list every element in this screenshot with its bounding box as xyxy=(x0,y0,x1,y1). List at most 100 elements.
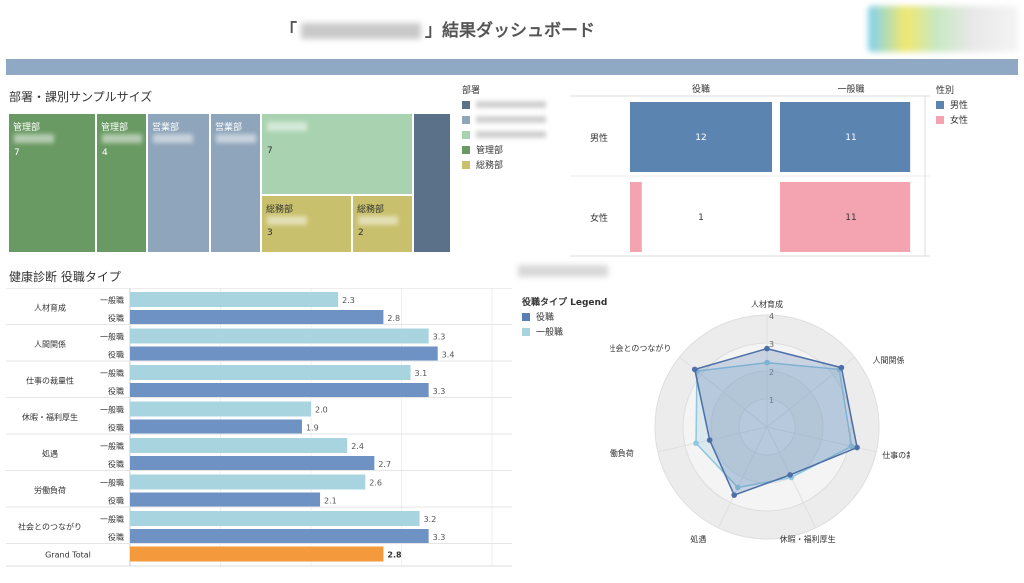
bar[interactable] xyxy=(130,292,339,307)
dept-legend-item[interactable] xyxy=(462,97,546,112)
bar-series-label: 役職 xyxy=(108,459,124,469)
dept-legend-item[interactable]: 管理部 xyxy=(462,142,546,157)
bar[interactable] xyxy=(130,474,366,490)
bar[interactable] xyxy=(130,346,438,362)
radar-point[interactable] xyxy=(731,492,737,498)
redacted-section-name xyxy=(216,134,256,143)
radar-point[interactable] xyxy=(693,440,699,446)
radar-point[interactable] xyxy=(848,443,855,450)
bar-series-label: 一般職 xyxy=(100,405,124,415)
radar-point[interactable] xyxy=(787,472,793,478)
dept-legend-item[interactable] xyxy=(462,112,546,127)
legend-label: 女性 xyxy=(950,116,969,126)
radar-point[interactable] xyxy=(764,345,770,352)
bar-value-label: 1.9 xyxy=(306,424,319,433)
bar-series-label: 一般職 xyxy=(100,332,124,342)
treemap-cell[interactable]: 管理部 4 xyxy=(97,114,148,254)
radar-axis-label: 社会とのつながり xyxy=(610,343,671,353)
matrix-cell[interactable] xyxy=(630,102,772,172)
treemap-cell[interactable]: 総務部 3 xyxy=(262,196,353,254)
bar-series-label: 役職 xyxy=(108,532,124,542)
matrix-cell[interactable] xyxy=(780,182,911,252)
treemap-cell[interactable]: 営業部 xyxy=(211,114,262,254)
treemap-cell[interactable]: 7 xyxy=(262,114,414,196)
redacted-company-name xyxy=(301,23,421,39)
bar[interactable] xyxy=(130,383,429,398)
role-legend[interactable]: 役職タイプ Legend 役職一般職 xyxy=(522,294,607,339)
role-legend-title: 役職タイプ Legend xyxy=(522,298,608,308)
treemap-cell[interactable]: 管理部 7 xyxy=(9,114,97,254)
radar-point[interactable] xyxy=(691,366,698,373)
bar-series-label: 一般職 xyxy=(100,514,124,524)
redacted-section-name xyxy=(358,216,398,225)
matrix-cell-value: 11 xyxy=(845,133,856,143)
grand-total-bar[interactable] xyxy=(130,546,384,562)
role-legend-item[interactable]: 役職 xyxy=(522,309,607,324)
bar[interactable] xyxy=(130,310,384,325)
radar-axis-label: 労働負荷 xyxy=(610,448,634,458)
radar-series-area[interactable] xyxy=(693,347,858,497)
radar-axis-label: 人間関係 xyxy=(873,356,905,365)
radar-axis-label: 処遇 xyxy=(690,534,706,544)
grand-total-label: Grand Total xyxy=(45,551,91,560)
legend-label: 一般職 xyxy=(536,328,564,338)
legend-label: 男性 xyxy=(950,101,969,111)
bar-series-label: 役職 xyxy=(108,496,124,506)
company-logo xyxy=(868,6,1018,52)
bar-value-label: 2.1 xyxy=(324,497,337,506)
radar-point[interactable] xyxy=(838,364,845,371)
bar[interactable] xyxy=(130,456,375,471)
bar[interactable] xyxy=(130,492,321,508)
matrix-row-label: 女性 xyxy=(590,212,608,224)
bar-value-label: 2.7 xyxy=(378,460,391,469)
gender-legend-item[interactable]: 女性 xyxy=(936,112,968,127)
legend-swatch xyxy=(462,115,470,124)
bar-series-label: 役職 xyxy=(108,386,124,396)
matrix-cell[interactable] xyxy=(630,182,642,252)
matrix-cell[interactable] xyxy=(780,102,911,172)
bar-category-label: 社会とのつながり xyxy=(18,521,82,531)
legend-swatch xyxy=(462,100,470,109)
gender-legend-item[interactable]: 男性 xyxy=(936,97,968,112)
gender-legend[interactable]: 性別 男性 女性 xyxy=(936,82,968,127)
treemap-cell-value: 2 xyxy=(358,228,364,238)
radar-point[interactable] xyxy=(854,444,860,451)
bar[interactable] xyxy=(130,328,429,344)
treemap-cell[interactable]: 営業部 xyxy=(148,114,211,254)
bar-category-label: 休暇・福利厚生 xyxy=(22,412,78,422)
bar[interactable] xyxy=(130,365,411,380)
dept-legend-item[interactable]: 総務部 xyxy=(462,157,546,172)
page-title: 「 」結果ダッシュボード xyxy=(280,16,595,41)
treemap-cell-label: 管理部 xyxy=(13,123,41,133)
bar[interactable] xyxy=(130,401,311,417)
matrix-cell-value: 1 xyxy=(698,213,704,223)
bar[interactable] xyxy=(130,529,429,544)
bar[interactable] xyxy=(130,511,420,526)
treemap-cell-value: 7 xyxy=(14,148,20,158)
legend-label: 管理部 xyxy=(476,146,504,156)
bar[interactable] xyxy=(130,419,302,435)
dept-legend[interactable]: 部署 管理部 総務部 xyxy=(462,82,546,172)
radar-chart[interactable]: 1 2 3 4 人材育成人間関係仕事の裁量性休暇・福利厚生 処遇 労働負荷 社会とのつながり xyxy=(610,290,910,560)
dept-treemap[interactable]: 管理部 7 管理部 4 営業部 営業部 7 総務部 3 総務部 2 xyxy=(9,114,452,254)
bar-value-label: 2.6 xyxy=(369,479,382,488)
treemap-cell[interactable]: 総務部 2 xyxy=(353,196,414,254)
header-banner xyxy=(6,59,1018,75)
bar[interactable] xyxy=(130,438,348,453)
bar-value-label: 3.3 xyxy=(433,387,446,396)
radar-point[interactable] xyxy=(735,484,741,491)
dept-legend-item[interactable] xyxy=(462,127,546,142)
treemap-title: 部署・課別サンプルサイズ xyxy=(9,90,153,104)
bar-value-label: 3.1 xyxy=(415,369,428,378)
grand-total-value: 2.8 xyxy=(387,551,402,560)
bar-value-label: 2.8 xyxy=(387,314,400,323)
title-prefix: 「 xyxy=(280,21,297,41)
radar-point[interactable] xyxy=(764,359,770,366)
treemap-cell-value: 7 xyxy=(267,146,273,156)
role-legend-item[interactable]: 一般職 xyxy=(522,324,607,339)
radar-point[interactable] xyxy=(706,437,713,443)
treemap-cell[interactable] xyxy=(414,114,452,254)
radar-series-area[interactable] xyxy=(695,361,853,489)
